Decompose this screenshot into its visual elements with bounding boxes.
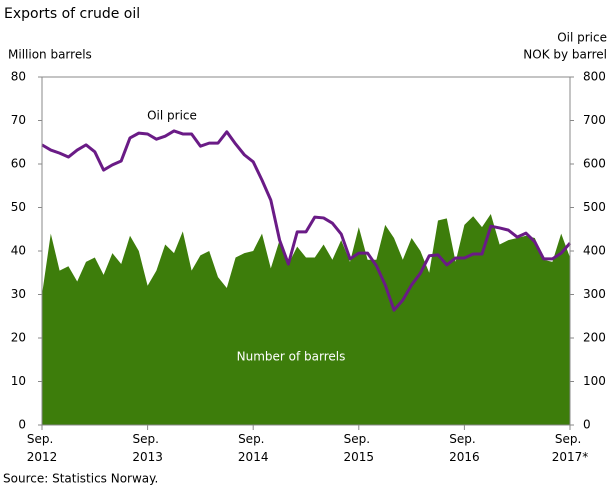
y2-axis-title: NOK by barrel: [523, 48, 607, 62]
y-tick-label: 40: [11, 244, 26, 258]
y2-tick-label: 300: [583, 287, 606, 301]
y-tick-label: 20: [11, 331, 26, 345]
series-label: Number of barrels: [237, 350, 346, 364]
x-tick-label: Sep. 2016: [449, 432, 480, 464]
y2-tick-label: 400: [583, 244, 606, 258]
y-tick-label: 50: [11, 200, 26, 214]
y2-axis-title: Oil price: [557, 31, 607, 45]
y2-tick-label: 800: [583, 70, 606, 84]
x-tick-label: Sep. 2015: [344, 432, 375, 464]
y2-tick-label: 200: [583, 331, 606, 345]
series-label: Oil price: [147, 109, 197, 123]
y2-tick-label: 600: [583, 157, 606, 171]
y2-tick-label: 100: [583, 374, 606, 388]
y-tick-label: 70: [11, 113, 26, 127]
x-tick-label: Sep. 2014: [238, 432, 269, 464]
barrels-area: [42, 214, 570, 425]
y2-tick-label: 700: [583, 113, 606, 127]
y-tick-label: 60: [11, 157, 26, 171]
y2-tick-label: 0: [583, 418, 591, 432]
chart-title: Exports of crude oil: [4, 6, 140, 22]
price-line: [41, 129, 572, 312]
y-tick-label: 30: [11, 287, 26, 301]
y2-tick-label: 500: [583, 200, 606, 214]
y-tick-label: 0: [18, 418, 26, 432]
y-tick-label: 10: [11, 374, 26, 388]
x-tick-label: Sep. 2017*: [552, 432, 589, 464]
source: Source: Statistics Norway.: [3, 472, 158, 486]
x-tick-label: Sep. 2013: [132, 432, 163, 464]
plot-area: [41, 129, 572, 425]
x-tick-label: Sep. 2012: [27, 432, 58, 464]
y-tick-label: 80: [11, 70, 26, 84]
y-axis-title: Million barrels: [8, 48, 92, 62]
